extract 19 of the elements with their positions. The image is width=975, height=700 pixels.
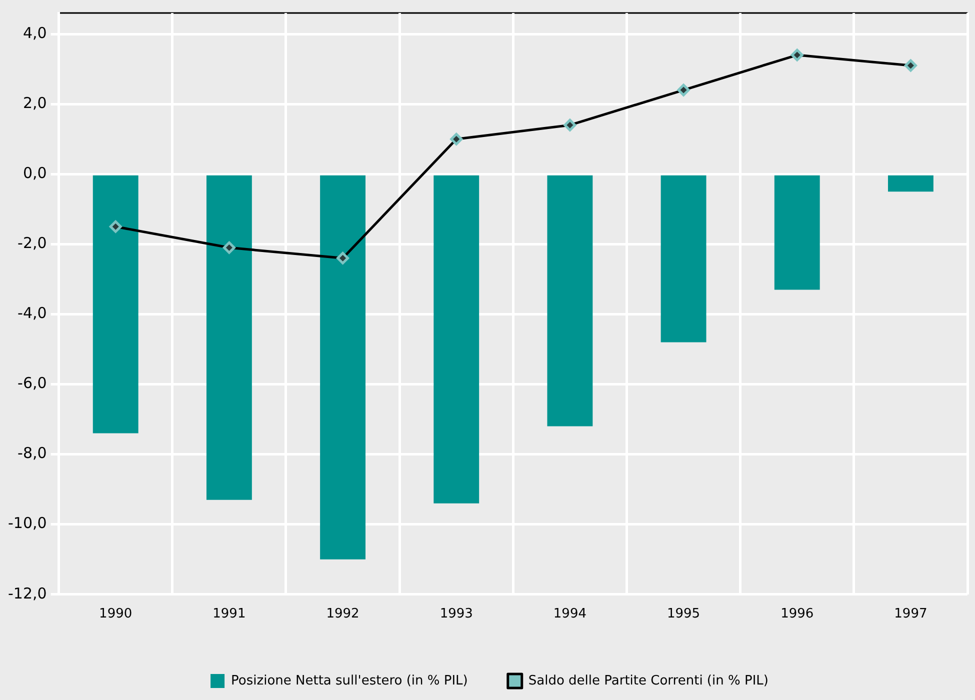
y-tick-label: -2,0 bbox=[18, 234, 47, 252]
x-tick-label: 1997 bbox=[894, 606, 928, 622]
legend-label: Posizione Netta sull'estero (in % PIL) bbox=[231, 673, 468, 688]
x-tick-label: 1995 bbox=[666, 606, 700, 622]
y-tick-label: -8,0 bbox=[18, 444, 47, 462]
x-tick-label: 1991 bbox=[212, 606, 246, 622]
x-tick-label: 1994 bbox=[553, 606, 586, 622]
x-tick-label: 1990 bbox=[99, 606, 132, 622]
y-tick-label: 4,0 bbox=[22, 24, 47, 42]
y-tick-label: -12,0 bbox=[8, 584, 47, 602]
x-tick-label: 1996 bbox=[780, 606, 814, 622]
y-tick-label: 0,0 bbox=[22, 164, 47, 182]
x-tick-label: 1993 bbox=[440, 606, 473, 622]
x-tick-label: 1992 bbox=[326, 606, 360, 622]
y-tick-label: 2,0 bbox=[22, 94, 47, 112]
y-tick-label: -4,0 bbox=[18, 304, 47, 322]
y-tick-label: -6,0 bbox=[18, 374, 47, 392]
y-tick-label: -10,0 bbox=[8, 514, 47, 532]
legend-label: Saldo delle Partite Correnti (in % PIL) bbox=[528, 673, 768, 688]
